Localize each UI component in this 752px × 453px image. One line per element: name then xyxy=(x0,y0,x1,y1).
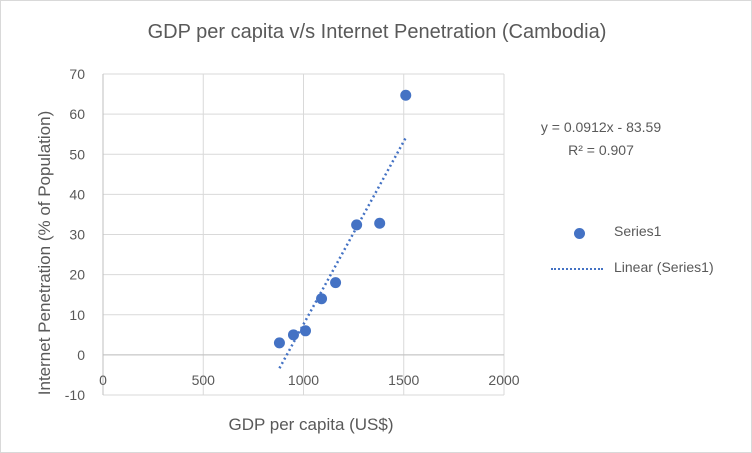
y-tick-label: 30 xyxy=(69,227,85,243)
y-tick-label: 0 xyxy=(77,347,85,363)
x-tick-label: 0 xyxy=(99,372,107,388)
point-layer xyxy=(273,89,412,349)
data-point xyxy=(287,329,299,341)
data-point xyxy=(400,89,412,101)
x-axis-title: GDP per capita (US$) xyxy=(228,415,394,434)
legend-item-series1: Series1 xyxy=(566,223,746,259)
y-tick-label: -10 xyxy=(65,387,85,403)
x-tick-label: 500 xyxy=(192,372,216,388)
data-point xyxy=(300,325,312,337)
y-tick-label: 60 xyxy=(69,106,85,122)
trendline-r-squared: R² = 0.907 xyxy=(568,142,634,158)
data-point xyxy=(330,277,342,289)
legend: Series1 Linear (Series1) xyxy=(551,223,746,295)
legend-marker-line xyxy=(551,268,603,270)
y-axis-title: Internet Penetration (% of Population) xyxy=(35,110,54,396)
x-tick-label: 1000 xyxy=(288,372,319,388)
data-point xyxy=(273,337,285,349)
chart-title: GDP per capita v/s Internet Penetration … xyxy=(147,21,607,43)
legend-label-trendline: Linear (Series1) xyxy=(614,259,714,275)
y-tick-label: 20 xyxy=(69,267,85,283)
x-tick-label: 1500 xyxy=(388,372,419,388)
data-point xyxy=(351,219,363,231)
data-point xyxy=(316,293,328,305)
legend-label-series1: Series1 xyxy=(614,223,662,239)
y-tick-label: 10 xyxy=(69,307,85,323)
tick-label-layer: -10 0 10 20 30 40 50 60 70 0 500 1000 1500 2000 xyxy=(65,66,520,403)
trendline-layer xyxy=(278,137,407,369)
grid-layer xyxy=(102,73,505,396)
data-point xyxy=(374,217,386,229)
legend-marker-dot xyxy=(574,228,585,239)
x-tick-label: 2000 xyxy=(488,372,519,388)
y-tick-label: 50 xyxy=(69,146,85,162)
y-tick-label: 70 xyxy=(69,66,85,82)
legend-item-trendline: Linear (Series1) xyxy=(551,259,746,295)
y-tick-label: 40 xyxy=(69,186,85,202)
trendline-equation: y = 0.0912x - 83.59 xyxy=(540,119,662,135)
axis-layer xyxy=(102,74,504,395)
trendline xyxy=(278,137,407,369)
